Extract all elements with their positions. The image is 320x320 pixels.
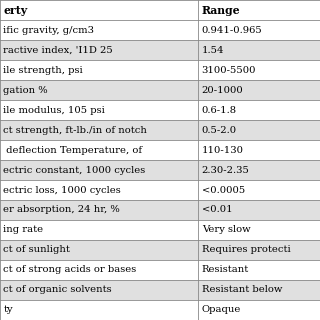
Text: Opaque: Opaque (202, 306, 241, 315)
Text: <0.0005: <0.0005 (202, 186, 245, 195)
Text: 20-1000: 20-1000 (202, 85, 243, 94)
Text: er absorption, 24 hr, %: er absorption, 24 hr, % (3, 205, 120, 214)
Bar (0, 260, 320, 280)
Bar (0, 40, 320, 60)
Text: ectric loss, 1000 cycles: ectric loss, 1000 cycles (3, 186, 121, 195)
Bar (0, 140, 320, 160)
Text: ile modulus, 105 psi: ile modulus, 105 psi (3, 106, 105, 115)
Text: ty: ty (3, 306, 13, 315)
Text: Very slow: Very slow (202, 226, 250, 235)
Bar (0, 100, 320, 120)
Text: <0.01: <0.01 (202, 205, 232, 214)
Bar (0, 240, 320, 260)
Text: 110-130: 110-130 (202, 146, 244, 155)
Bar (0, 20, 320, 40)
Text: 2.30-2.35: 2.30-2.35 (202, 165, 250, 174)
Text: Requires protecti: Requires protecti (202, 245, 290, 254)
Text: ile strength, psi: ile strength, psi (3, 66, 83, 75)
Text: ing rate: ing rate (3, 226, 43, 235)
Bar (0, 60, 320, 80)
Text: 0.6-1.8: 0.6-1.8 (202, 106, 237, 115)
Bar (0, 280, 320, 300)
Text: deflection Temperature, of: deflection Temperature, of (3, 146, 142, 155)
Text: ectric constant, 1000 cycles: ectric constant, 1000 cycles (3, 165, 146, 174)
Text: 1.54: 1.54 (202, 45, 224, 54)
Text: Range: Range (202, 4, 240, 15)
Text: Resistant: Resistant (202, 266, 249, 275)
Text: 0.941-0.965: 0.941-0.965 (202, 26, 262, 35)
Bar (0, 180, 320, 200)
Bar (0, 220, 320, 240)
Text: ct of strong acids or bases: ct of strong acids or bases (3, 266, 136, 275)
Text: gation %: gation % (3, 85, 48, 94)
Bar (0, 120, 320, 140)
Text: 3100-5500: 3100-5500 (202, 66, 256, 75)
Bar (0, 0, 320, 20)
Text: erty: erty (3, 4, 28, 15)
Bar (0, 200, 320, 220)
Text: ct of organic solvents: ct of organic solvents (3, 285, 112, 294)
Text: ct of sunlight: ct of sunlight (3, 245, 70, 254)
Bar (0, 300, 320, 320)
Bar (0, 160, 320, 180)
Text: ct strength, ft-lb./in of notch: ct strength, ft-lb./in of notch (3, 125, 147, 134)
Text: Resistant below: Resistant below (202, 285, 282, 294)
Text: ific gravity, g/cm3: ific gravity, g/cm3 (3, 26, 94, 35)
Bar (0, 80, 320, 100)
Text: ractive index, 'I1D 25: ractive index, 'I1D 25 (3, 45, 113, 54)
Text: 0.5-2.0: 0.5-2.0 (202, 125, 237, 134)
